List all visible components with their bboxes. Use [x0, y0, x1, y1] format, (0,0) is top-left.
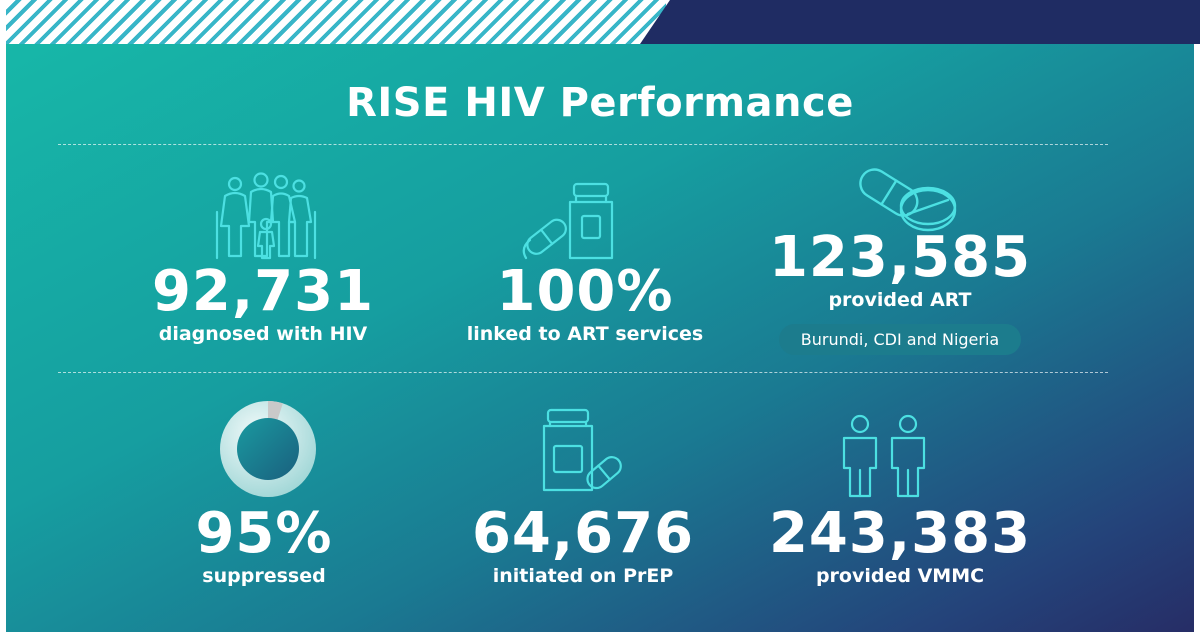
- stat-label: provided ART: [828, 289, 972, 311]
- country-note-badge: Burundi, CDI and Nigeria: [778, 324, 1022, 355]
- prep-bottle-icon: [536, 406, 626, 496]
- medicine-bottle-icon: [518, 180, 618, 264]
- stat-label: suppressed: [202, 565, 326, 587]
- stat-value: 100%: [496, 259, 674, 324]
- navy-band: [640, 0, 1200, 44]
- stat-label: provided VMMC: [815, 565, 985, 587]
- stat-label: linked to ART services: [466, 323, 704, 345]
- striped-band: [6, 0, 666, 44]
- stat-value: 123,585: [768, 225, 1032, 290]
- stat-diagnosed: 92,731 diagnosed with HIV: [93, 262, 433, 346]
- stat-suppressed: 95% suppressed: [94, 504, 434, 588]
- stat-value: 92,731: [151, 259, 375, 324]
- donut-chart-icon: [218, 399, 318, 499]
- divider-middle: [58, 372, 1108, 373]
- divider-top: [58, 144, 1108, 145]
- family-icon: [211, 172, 321, 260]
- stat-prep: 64,676 initiated on PrEP: [413, 504, 753, 588]
- page-title: RISE HIV Performance: [346, 80, 854, 126]
- two-men-icon: [834, 414, 934, 498]
- stat-vmmc: 243,383 provided VMMC: [730, 504, 1070, 588]
- stat-label: initiated on PrEP: [492, 565, 674, 587]
- stat-value: 64,676: [471, 501, 695, 566]
- top-banner: [0, 0, 1200, 44]
- stat-label: diagnosed with HIV: [158, 323, 368, 345]
- infographic-panel: RISE HIV Performance: [6, 44, 1194, 632]
- stat-value: 95%: [195, 501, 333, 566]
- stat-linked: 100% linked to ART services: [415, 262, 755, 346]
- stat-provided-art: 123,585 provided ART Burundi, CDI and Ni…: [730, 228, 1070, 355]
- stat-value: 243,383: [768, 501, 1032, 566]
- pills-icon: [852, 162, 962, 236]
